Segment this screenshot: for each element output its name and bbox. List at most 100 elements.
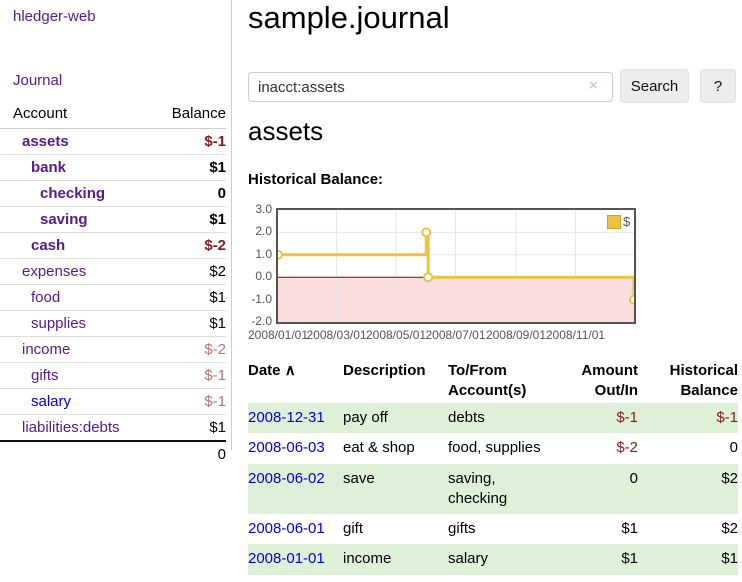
register-balance: $2 [721, 520, 738, 537]
account-balance: $1 [155, 284, 226, 311]
account-row: liabilities:debts $1 [0, 414, 226, 441]
legend-label: $ [623, 214, 631, 230]
accounts-total-row: 0 [0, 440, 226, 467]
register-table: Date ∧ Description To/From Account(s) Am… [248, 358, 738, 575]
account-balance: $2 [155, 258, 226, 285]
help-button[interactable]: ? [700, 69, 736, 103]
sidebar-account-link[interactable]: income [22, 341, 71, 358]
x-axis-tick: 2008/05/01 [365, 328, 427, 342]
sidebar-account-link[interactable]: food [31, 289, 61, 306]
account-row: cash $-2 [0, 232, 226, 259]
app-title-link[interactable]: hledger-web [13, 8, 96, 25]
register-amount: 0 [629, 469, 638, 487]
y-axis-tick: 1.0 [255, 246, 272, 261]
register-description: pay off [343, 409, 388, 426]
register-balance: $1 [721, 550, 738, 568]
y-axis-tick: -2.0 [251, 314, 272, 328]
register-description: gift [343, 520, 364, 537]
register-date-link[interactable]: 2008-06-03 [248, 439, 325, 457]
register-amount: $1 [621, 520, 638, 537]
account-balance: $-1 [155, 388, 226, 415]
x-axis-tick: 2008/09/01 [485, 328, 546, 342]
register-date-link[interactable]: 2008-06-01 [248, 520, 325, 537]
register-header-amount: Amount Out/In [581, 362, 638, 399]
account-balance: 0 [155, 180, 226, 207]
register-date-link[interactable]: 2008-06-02 [248, 469, 325, 487]
y-axis-tick: 3.0 [255, 202, 272, 216]
sidebar-account-link[interactable]: assets [22, 133, 69, 150]
y-axis-tick: 0.0 [255, 269, 272, 284]
sidebar-account-link[interactable]: bank [31, 159, 67, 176]
account-balance: $-2 [155, 232, 226, 259]
account-row: salary $-1 [0, 388, 226, 415]
register-accounts: gifts [448, 520, 476, 537]
sidebar-account-link[interactable]: cash [31, 237, 66, 254]
account-heading: assets [248, 116, 324, 146]
accounts-header-account: Account [0, 100, 156, 129]
chart-legend: $ [607, 213, 630, 231]
page-title: sample.journal [248, 0, 450, 35]
sidebar-account-link[interactable]: liabilities:debts [22, 419, 120, 436]
accounts-total-balance: 0 [155, 440, 226, 467]
register-header-description: Description [343, 362, 426, 379]
register-accounts: salary [448, 550, 489, 568]
register-header-balance: Historical Balance [669, 362, 738, 399]
account-balance: $1 [155, 206, 226, 233]
account-row: checking 0 [0, 180, 226, 207]
account-balance: $1 [155, 154, 226, 181]
account-balance: $1 [155, 414, 226, 441]
register-header-date[interactable]: Date ∧ [248, 362, 296, 379]
register-accounts: debts [448, 409, 485, 426]
sort-ascending-icon: ∧ [284, 362, 296, 379]
account-row: bank $1 [0, 154, 226, 181]
sidebar-account-link[interactable]: checking [40, 185, 106, 202]
register-description: income [343, 550, 392, 568]
register-accounts: saving, checking [448, 469, 508, 507]
search-form: × Search ? [248, 69, 742, 105]
y-axis-tick: 2.0 [255, 224, 272, 239]
accounts-header-balance: Balance [155, 100, 226, 129]
x-axis-tick: 2008/07/01 [425, 328, 486, 342]
chart-title: Historical Balance: [248, 171, 384, 188]
account-row: income $-2 [0, 336, 226, 363]
register-amount: $-1 [616, 409, 638, 426]
account-row: food $1 [0, 284, 226, 311]
sidebar-item-journal[interactable]: Journal [13, 72, 63, 89]
x-axis-tick: 2008/11/01 [545, 328, 606, 342]
account-balance: $-1 [155, 362, 226, 389]
table-row: 2008-01-01 income salary $1 $1 [248, 544, 738, 575]
search-button[interactable]: Search [620, 69, 689, 103]
register-accounts: food, supplies [448, 439, 541, 457]
account-row: supplies $1 [0, 310, 226, 337]
sidebar-account-link[interactable]: expenses [22, 263, 87, 280]
account-row: saving $1 [0, 206, 226, 233]
account-row: assets $-1 [0, 129, 226, 155]
y-axis-tick: -1.0 [251, 291, 272, 306]
search-input[interactable] [248, 72, 613, 102]
clear-search-icon[interactable]: × [589, 77, 598, 94]
table-row: 2008-06-01 gift gifts $1 $2 [248, 514, 738, 544]
account-balance: $1 [155, 310, 226, 337]
register-balance: $2 [721, 469, 738, 487]
historical-balance-chart: 3.0 2.0 1.0 0.0 -1.0 -2.0 2008/01/01 2008/03/0… [248, 202, 742, 347]
chart-plot-area [276, 208, 636, 324]
main-content: sample.journal × Search ? assets Histori… [248, 0, 742, 582]
sidebar-account-link[interactable]: gifts [31, 367, 59, 384]
register-balance: $-1 [716, 409, 738, 426]
account-balance: $-1 [204, 133, 226, 150]
x-axis-tick: 2008/03/01 [306, 328, 367, 342]
account-row: expenses $2 [0, 258, 226, 285]
register-amount: $1 [621, 550, 638, 568]
register-balance: 0 [729, 439, 738, 457]
sidebar: hledger-web Journal Account Balance asse… [0, 0, 232, 467]
register-date-link[interactable]: 2008-01-01 [248, 550, 325, 568]
account-row: gifts $-1 [0, 362, 226, 389]
legend-swatch-icon [607, 214, 621, 229]
sidebar-account-link[interactable]: saving [40, 211, 88, 228]
x-axis-tick: 2008/01/01 [247, 328, 309, 342]
table-row: 2008-06-02 save saving, checking 0 $2 [248, 463, 738, 514]
register-date-link[interactable]: 2008-12-31 [248, 409, 325, 426]
register-description: save [343, 469, 375, 487]
sidebar-account-link[interactable]: supplies [31, 315, 87, 332]
sidebar-account-link[interactable]: salary [31, 393, 72, 410]
